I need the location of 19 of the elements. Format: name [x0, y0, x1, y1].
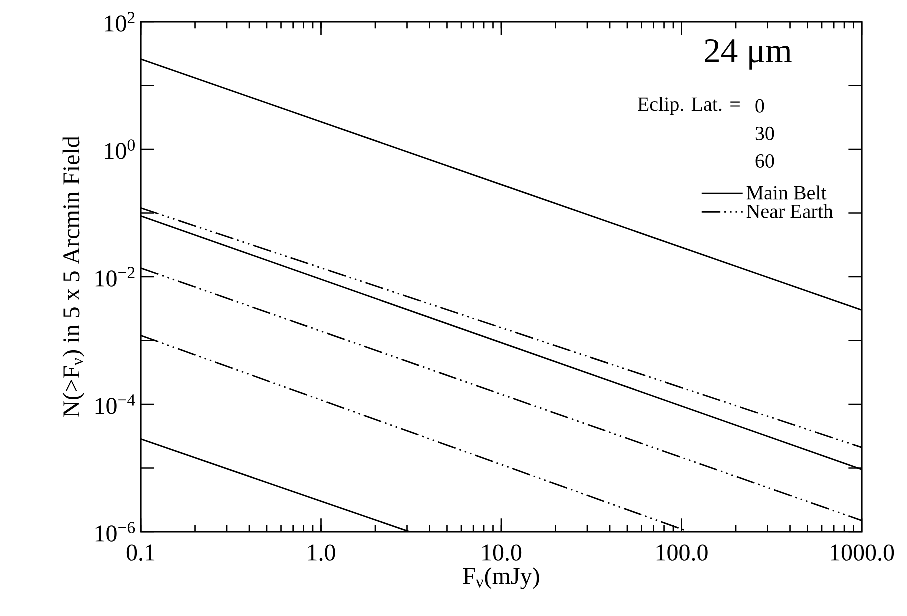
x-tick-label: 1000.0 — [831, 544, 894, 561]
annotation: 30 — [756, 126, 774, 140]
chart-title: 24 μm — [705, 39, 792, 70]
legend-label: Near Earth — [746, 204, 834, 218]
y-tick-label: 10$^{−6}$ — [96, 522, 136, 542]
y-tick-label: 10$^{−4}$ — [96, 394, 136, 414]
legend-title: Eclip. Lat. = — [638, 97, 740, 116]
annotation: 0 — [756, 99, 764, 113]
x-tick-label: 0.1 — [126, 544, 155, 561]
y-tick-label: 10$^{−2}$ — [96, 267, 135, 287]
y-tick-label: 10$^{0}$ — [105, 140, 135, 160]
x-tick-label: 10.0 — [482, 544, 522, 561]
x-tick-label: 100.0 — [656, 544, 708, 561]
legend-label: Main Belt — [746, 186, 827, 200]
y-tick-label: 10$^{2}$ — [105, 12, 135, 32]
annotation: 60 — [756, 154, 774, 168]
x-axis-title: F$_{ν}$(mJy) — [463, 567, 540, 590]
y-axis-title: N(>F$_{ν}$) in 5 x 5 Arcmin Field — [62, 136, 85, 418]
x-tick-label: 1.0 — [308, 544, 336, 561]
